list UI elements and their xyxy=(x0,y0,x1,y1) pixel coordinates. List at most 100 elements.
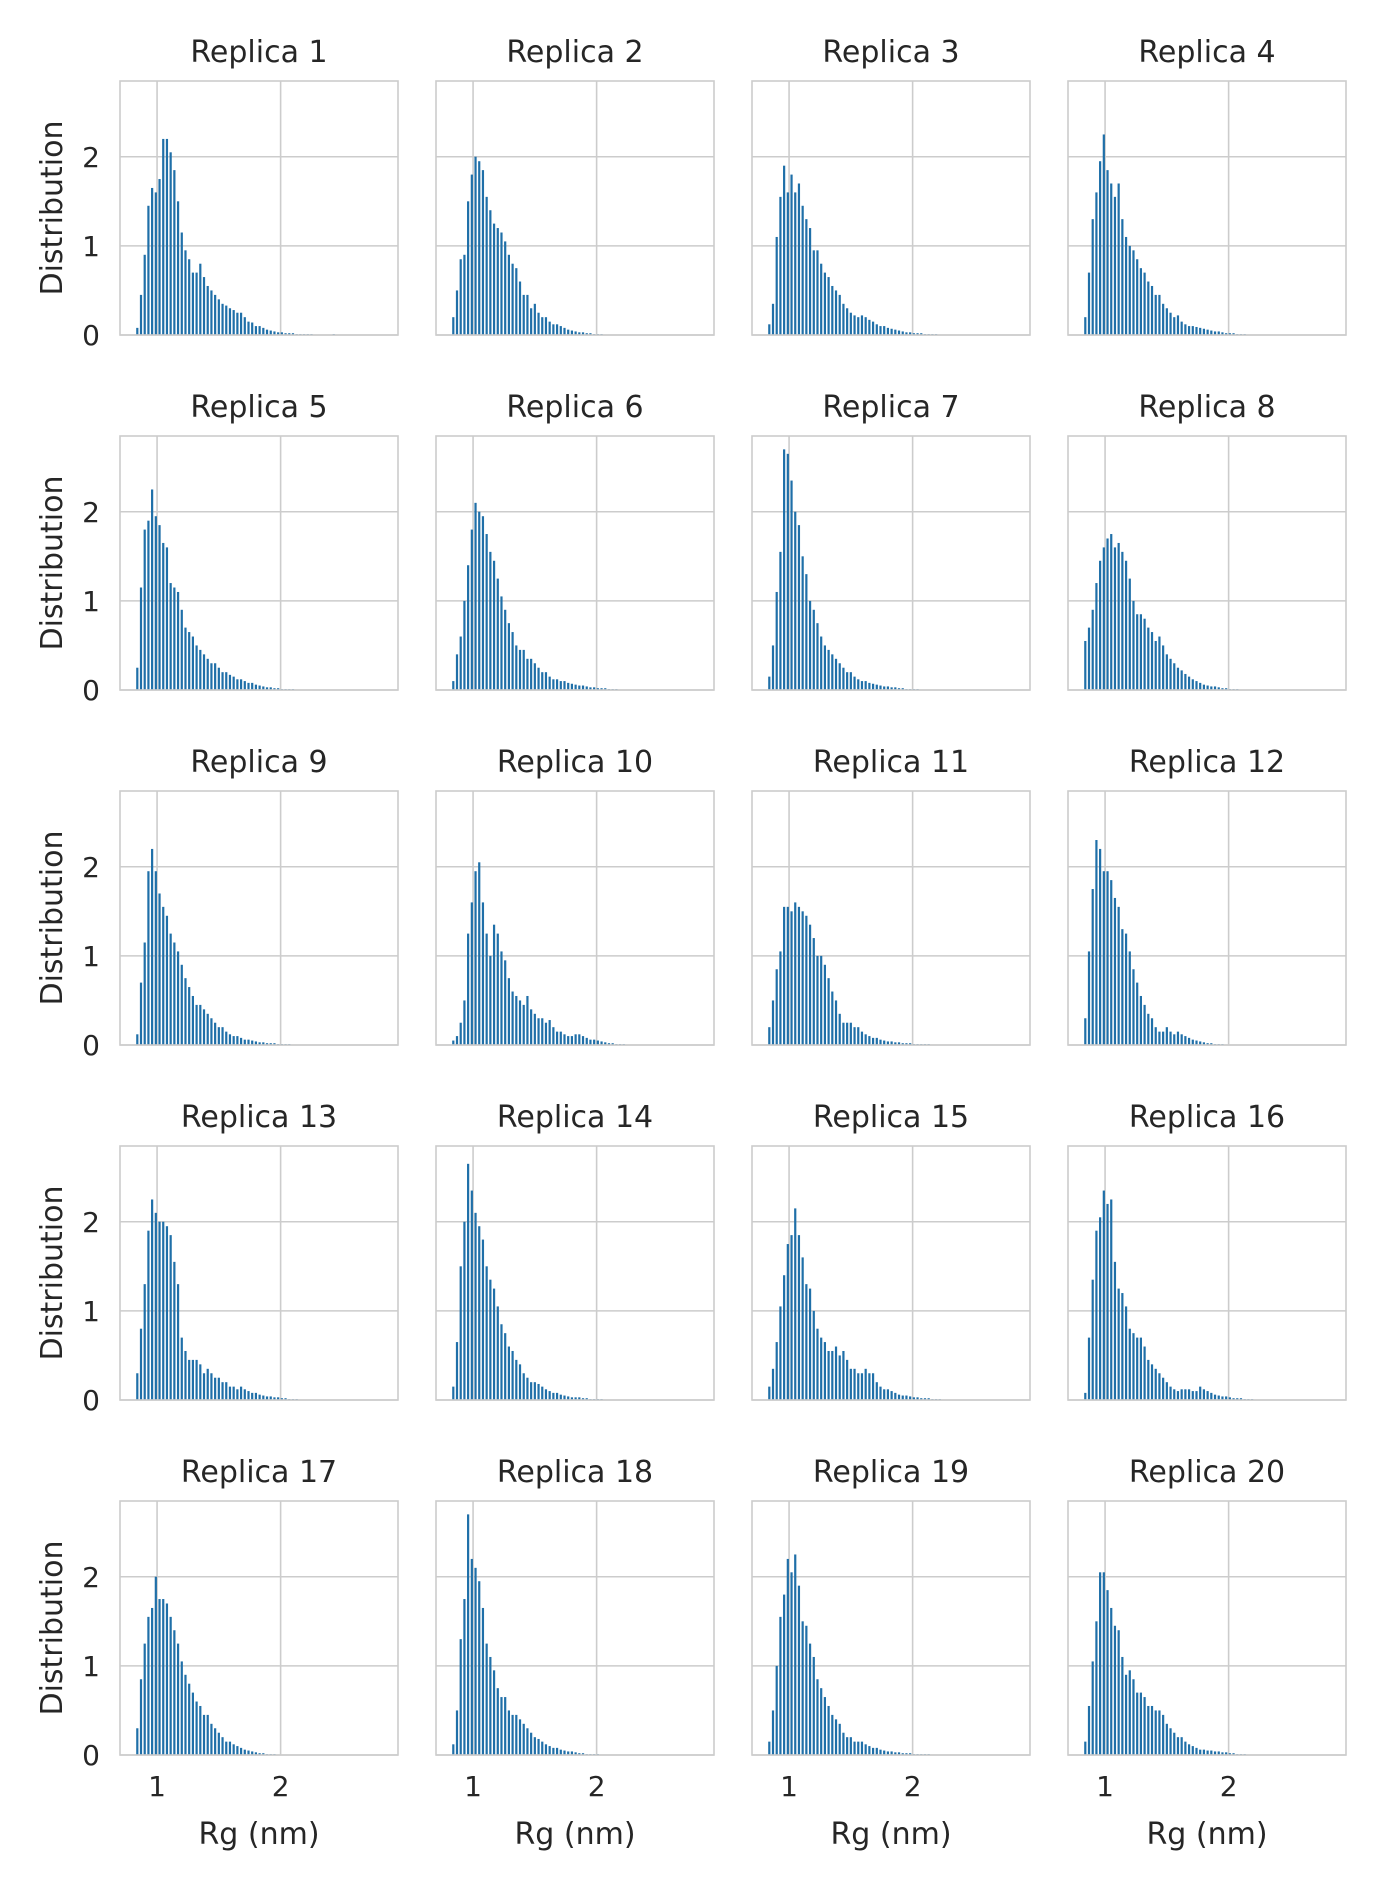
histogram-bar xyxy=(1202,684,1206,690)
histogram-bar xyxy=(225,1741,228,1755)
histogram-bar xyxy=(530,308,533,335)
plot-frame xyxy=(1067,80,1347,336)
histogram-bar xyxy=(526,658,529,690)
histogram-bar xyxy=(225,672,228,690)
histogram-bar xyxy=(567,1396,570,1400)
histogram-bar xyxy=(1217,687,1220,690)
histogram-bar xyxy=(849,1737,852,1755)
histogram-bar xyxy=(530,1732,533,1755)
panel-title: Replica 14 xyxy=(497,1100,653,1135)
histogram-bar xyxy=(875,324,878,335)
histogram-bar xyxy=(1191,1391,1194,1400)
histogram-bar xyxy=(808,228,812,335)
histogram-bar xyxy=(552,1747,555,1755)
histogram-bar xyxy=(1091,1661,1094,1755)
histogram-bar xyxy=(467,1163,470,1400)
histogram-bar xyxy=(559,1394,562,1400)
histogram-bar xyxy=(518,1364,522,1400)
histogram-bar xyxy=(790,1235,793,1400)
histogram-bar xyxy=(552,1027,555,1045)
histogram-bar xyxy=(1191,1746,1194,1755)
histogram-bar xyxy=(578,1753,581,1755)
histogram-bar xyxy=(162,1599,165,1755)
histogram-bar xyxy=(236,1036,239,1045)
histogram-bar xyxy=(455,1710,459,1755)
histogram-bar xyxy=(790,911,793,1045)
histogram-bar xyxy=(485,1266,488,1400)
plot-area xyxy=(436,791,714,1045)
histogram-bar xyxy=(269,330,272,335)
histogram-bar xyxy=(1102,1572,1105,1755)
histogram-bar xyxy=(834,290,838,335)
histogram-bar xyxy=(1210,330,1213,335)
histogram-bar xyxy=(277,688,280,690)
histogram-bar xyxy=(912,333,915,335)
histogram-bar xyxy=(210,1373,213,1400)
histogram-bar xyxy=(1154,640,1157,690)
histogram-bar xyxy=(897,688,901,690)
histogram-bar xyxy=(530,1009,533,1045)
histogram-bar xyxy=(1169,1386,1172,1400)
x-tick-label: 1 xyxy=(1096,1770,1114,1803)
histogram-bar xyxy=(779,1616,782,1755)
histogram-bar xyxy=(188,1683,191,1755)
histogram-bar xyxy=(897,1394,901,1400)
histogram-bar xyxy=(537,1383,540,1400)
plot-area xyxy=(120,1501,398,1755)
histogram-bar xyxy=(552,679,555,690)
histogram-bar xyxy=(151,1607,154,1755)
panel-replica-10: Replica 10 xyxy=(435,745,715,1046)
histogram-bar xyxy=(239,679,243,690)
panel-title: Replica 2 xyxy=(506,35,643,70)
histogram-bar xyxy=(838,1723,841,1755)
histogram-bar xyxy=(199,649,202,690)
panel-replica-15: Replica 15 xyxy=(751,1100,1031,1401)
histogram-bar xyxy=(1106,1590,1109,1755)
histogram-bar xyxy=(578,1397,581,1400)
plot-area xyxy=(1068,1146,1346,1400)
histogram-bar xyxy=(262,1395,265,1400)
histogram-bar xyxy=(801,911,804,1045)
histogram-bar xyxy=(173,587,176,690)
panel-replica-16: Replica 16 xyxy=(1067,1100,1347,1401)
histogram-bar xyxy=(474,502,477,690)
histogram-bar xyxy=(176,591,180,690)
panel-replica-17: Replica 17 0 1 2 Distribution 1 2 Rg (nm) xyxy=(35,1455,399,1852)
histogram-bar xyxy=(552,1392,555,1400)
histogram-bar xyxy=(1154,1368,1157,1400)
histogram-bar xyxy=(611,1043,614,1045)
histogram-bar xyxy=(1225,1752,1228,1755)
histogram-bar xyxy=(496,933,499,1045)
histogram-bar xyxy=(775,591,778,690)
histogram-bar xyxy=(1158,1031,1161,1045)
histogram-bar xyxy=(570,1397,574,1400)
histogram-bar xyxy=(1136,1337,1139,1400)
histogram-bar xyxy=(199,263,202,335)
panel-title: Replica 11 xyxy=(813,745,969,780)
panel-replica-2: Replica 2 xyxy=(435,35,715,336)
histogram-bar xyxy=(504,960,507,1045)
histogram-bar xyxy=(463,254,466,335)
histogram-bar xyxy=(604,688,607,690)
histogram-bar xyxy=(154,1576,157,1755)
histogram-bar xyxy=(894,1752,897,1755)
histogram-bar xyxy=(563,681,566,690)
histogram-bar xyxy=(894,1392,897,1400)
histogram-bar xyxy=(195,272,198,335)
histogram-bar xyxy=(522,649,525,690)
histogram-bar xyxy=(184,978,187,1045)
histogram-bar xyxy=(797,1585,801,1755)
plot-frame xyxy=(751,80,1031,336)
histogram-bar xyxy=(574,1397,577,1400)
histogram-bar xyxy=(871,321,875,335)
histogram-bar xyxy=(452,1040,455,1045)
histogram-bar xyxy=(217,667,220,690)
histogram-bar xyxy=(269,687,272,690)
histogram-bar xyxy=(1173,663,1176,690)
histogram-bar xyxy=(860,1373,864,1400)
histogram-bar xyxy=(805,219,808,335)
histogram-bar xyxy=(180,964,183,1045)
histogram-bar xyxy=(262,327,265,335)
histogram-bar xyxy=(812,1656,815,1755)
histogram-bar xyxy=(1113,1625,1117,1755)
